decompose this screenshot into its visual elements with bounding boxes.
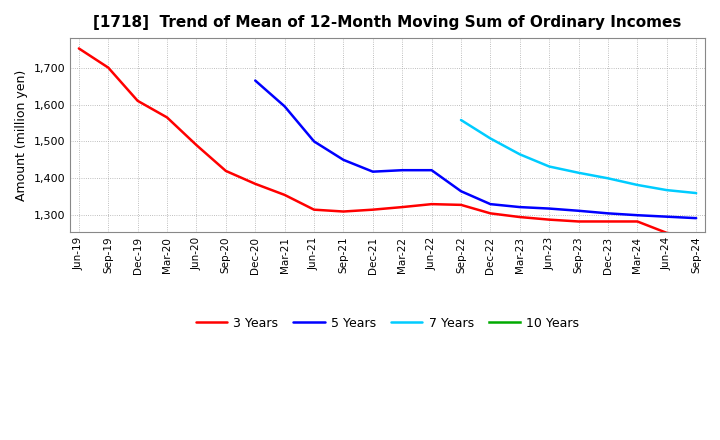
- 3 Years: [280, 192, 289, 198]
- 3 Years: [662, 230, 671, 235]
- 3 Years: [163, 115, 171, 120]
- 5 Years: [251, 78, 259, 83]
- 5 Years: [339, 157, 348, 162]
- 3 Years: [133, 98, 142, 103]
- 7 Years: [662, 187, 671, 193]
- 5 Years: [575, 208, 583, 213]
- 3 Years: [369, 207, 377, 213]
- 3 Years: [456, 202, 465, 208]
- 7 Years: [486, 136, 495, 141]
- Title: [1718]  Trend of Mean of 12-Month Moving Sum of Ordinary Incomes: [1718] Trend of Mean of 12-Month Moving …: [94, 15, 682, 30]
- 3 Years: [339, 209, 348, 214]
- Line: 3 Years: 3 Years: [79, 48, 696, 237]
- 3 Years: [75, 46, 84, 51]
- 3 Years: [545, 217, 554, 222]
- 3 Years: [192, 143, 201, 148]
- 5 Years: [369, 169, 377, 174]
- 3 Years: [104, 65, 112, 70]
- Line: 7 Years: 7 Years: [461, 120, 696, 193]
- 5 Years: [427, 168, 436, 173]
- 5 Years: [545, 206, 554, 211]
- 5 Years: [398, 168, 407, 173]
- 7 Years: [575, 170, 583, 176]
- Y-axis label: Amount (million yen): Amount (million yen): [15, 70, 28, 201]
- 3 Years: [575, 219, 583, 224]
- 3 Years: [633, 219, 642, 224]
- 3 Years: [427, 202, 436, 207]
- Legend: 3 Years, 5 Years, 7 Years, 10 Years: 3 Years, 5 Years, 7 Years, 10 Years: [191, 312, 584, 335]
- 3 Years: [603, 219, 612, 224]
- Line: 5 Years: 5 Years: [255, 81, 696, 218]
- 3 Years: [222, 168, 230, 173]
- 5 Years: [692, 216, 701, 221]
- 5 Years: [662, 214, 671, 219]
- 7 Years: [603, 176, 612, 181]
- 5 Years: [456, 189, 465, 194]
- 3 Years: [692, 234, 701, 239]
- 3 Years: [516, 214, 524, 220]
- 7 Years: [516, 152, 524, 157]
- 3 Years: [310, 207, 318, 213]
- 5 Years: [633, 213, 642, 218]
- 3 Years: [486, 211, 495, 216]
- 3 Years: [398, 205, 407, 210]
- 5 Years: [486, 202, 495, 207]
- 3 Years: [251, 181, 259, 187]
- 5 Years: [310, 139, 318, 144]
- 5 Years: [603, 211, 612, 216]
- 5 Years: [516, 205, 524, 210]
- 7 Years: [633, 182, 642, 187]
- 5 Years: [280, 104, 289, 109]
- 7 Years: [545, 164, 554, 169]
- 7 Years: [456, 117, 465, 123]
- 7 Years: [692, 191, 701, 196]
